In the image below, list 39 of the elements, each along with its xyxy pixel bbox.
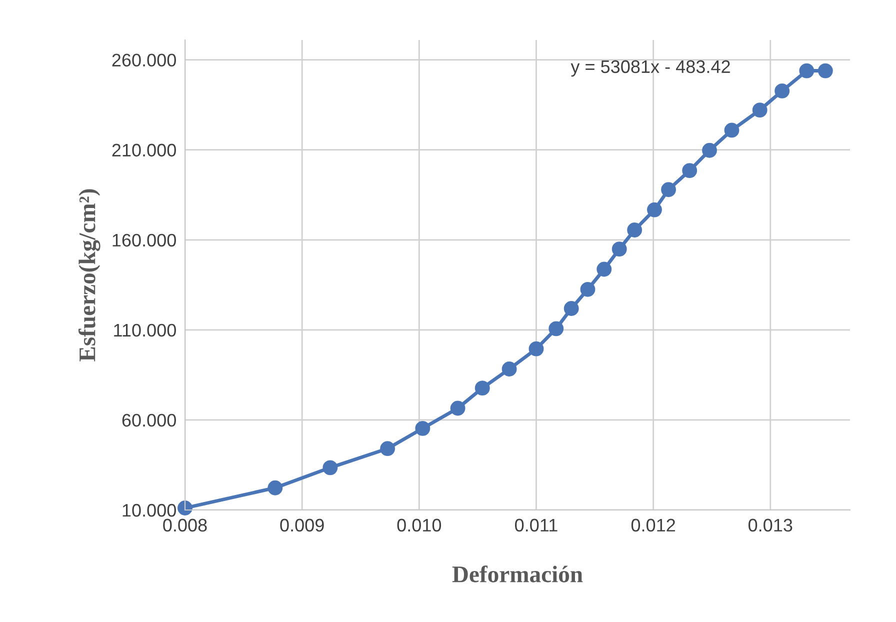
point xyxy=(661,182,676,198)
y-tick-label: 110.000 xyxy=(114,324,176,337)
annotation: y = 53081x - 483.42 xyxy=(570,60,730,77)
point xyxy=(612,242,627,257)
x-tick-label: 0.009 xyxy=(280,518,324,532)
point xyxy=(627,222,642,238)
point xyxy=(818,63,833,78)
y-tick-label: 10.000 xyxy=(122,504,176,517)
x-tick-label: 0.008 xyxy=(163,518,207,532)
x-axis-title: Deformación xyxy=(452,565,583,582)
y-tick-label: 160.000 xyxy=(112,234,176,247)
y-tick-label: 60.000 xyxy=(122,414,176,427)
point xyxy=(450,400,466,416)
point xyxy=(724,122,740,138)
point xyxy=(528,341,544,356)
point xyxy=(596,262,612,277)
x-tick-label: 0.010 xyxy=(397,518,442,532)
point xyxy=(799,63,814,78)
x-tick-label: 0.011 xyxy=(515,518,558,532)
point xyxy=(548,321,564,336)
point xyxy=(682,163,698,178)
point xyxy=(502,362,517,376)
y-tick-label: 260.000 xyxy=(112,54,176,67)
point xyxy=(474,380,490,396)
point xyxy=(322,460,338,476)
point xyxy=(752,102,768,118)
point xyxy=(415,420,430,436)
y-tick-label: 210.000 xyxy=(112,144,176,157)
y-axis-title: Esfuerzo(kg/cm²) xyxy=(78,189,100,362)
point xyxy=(564,301,579,316)
point xyxy=(580,282,596,297)
point xyxy=(178,500,192,516)
point xyxy=(647,202,662,218)
x-tick-label: 0.012 xyxy=(631,518,675,532)
point xyxy=(380,441,396,456)
point xyxy=(702,142,717,158)
x-tick-label: 0.013 xyxy=(748,518,792,532)
point xyxy=(268,480,283,496)
point xyxy=(774,83,790,98)
